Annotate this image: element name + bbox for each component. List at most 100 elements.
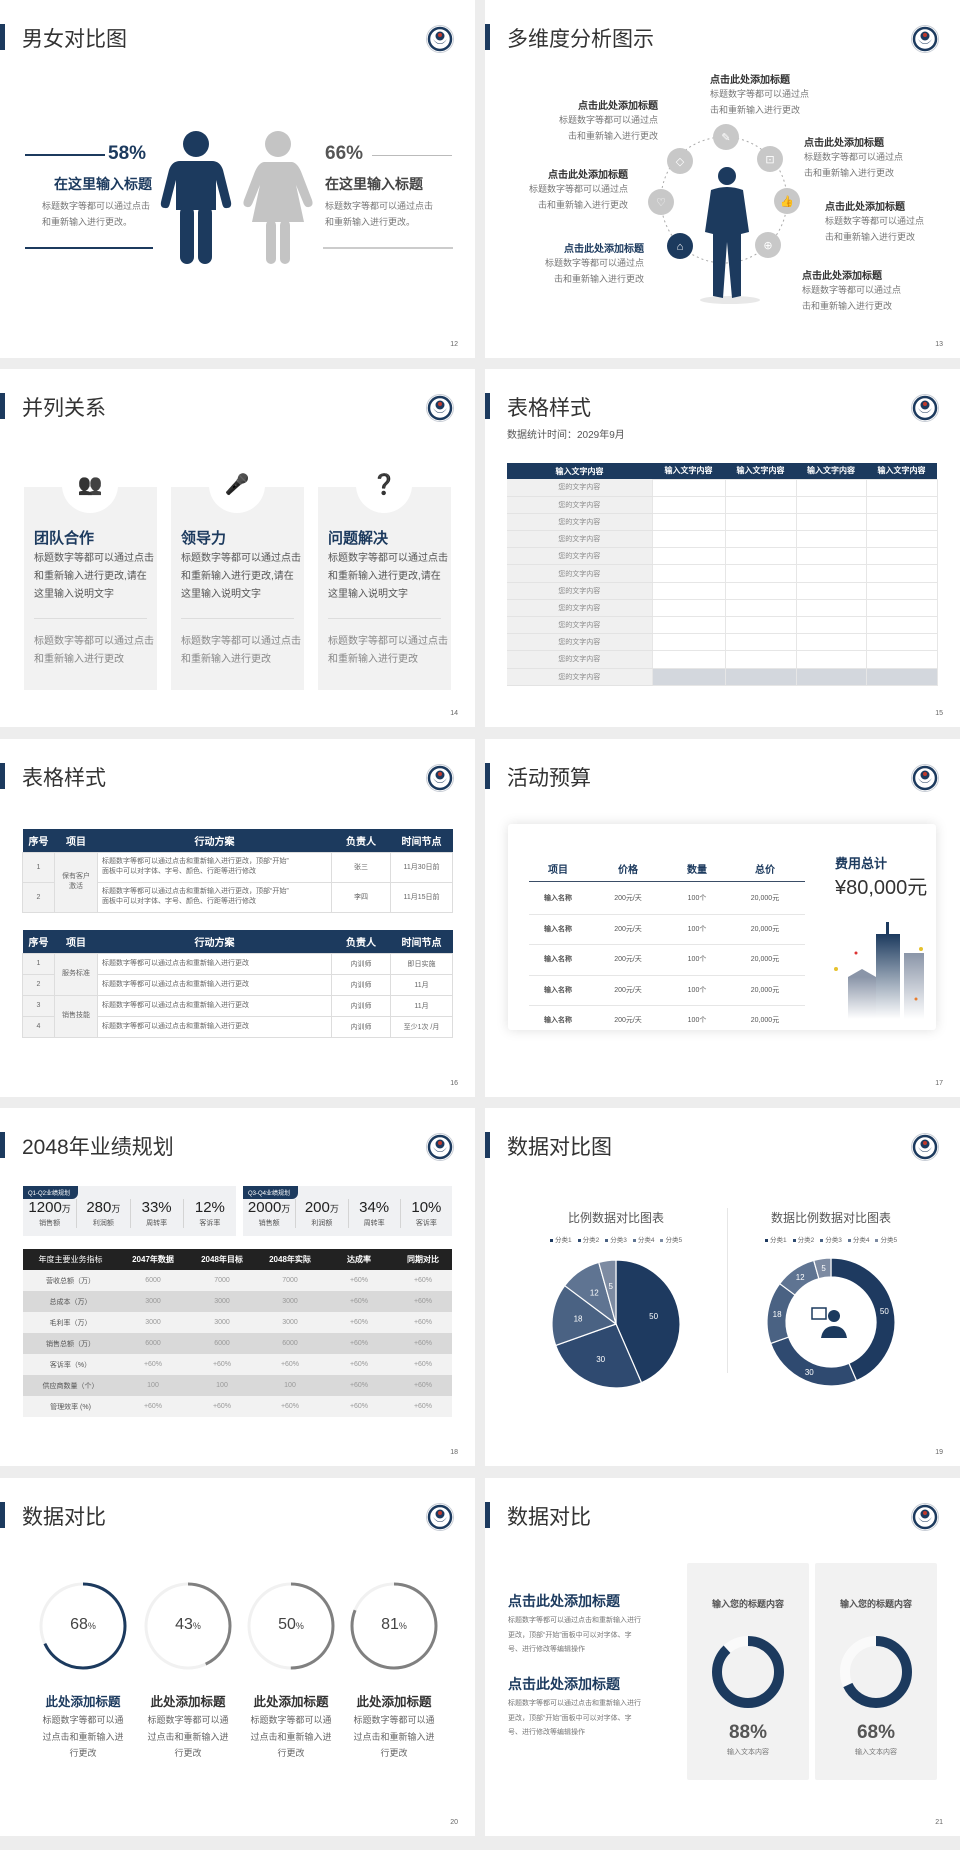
table-cell[interactable] xyxy=(651,530,726,549)
table-cell: 100个 xyxy=(687,986,707,994)
item-description: 标题数字等都可以通过点 xyxy=(558,115,658,125)
table-cell[interactable] xyxy=(724,478,797,497)
ring-description: 行更改 xyxy=(277,1748,305,1758)
table-row: 总成本（万） 3000 3000 3000 +60% +60% xyxy=(23,1291,452,1312)
table-cell[interactable] xyxy=(651,598,726,618)
table-cell[interactable] xyxy=(651,581,726,600)
slide-15[interactable]: 表格样式 15 数据统计时间：2029年9月 输入文字内容 输入文字内容 输入文字内容 输入… xyxy=(485,369,960,727)
period-tag: Q3-Q4业绩规划 xyxy=(243,1186,299,1199)
table-cell[interactable] xyxy=(865,650,938,669)
table-cell[interactable] xyxy=(724,512,797,532)
table-cell[interactable] xyxy=(865,581,938,600)
legend-swatch xyxy=(792,1238,796,1242)
kpi-unit: 万 xyxy=(329,1204,339,1214)
table-cell[interactable] xyxy=(795,478,867,497)
legend-label: 分类3 xyxy=(610,1237,627,1244)
card-title: 输入您的标题内容 xyxy=(839,1599,912,1609)
table-cell[interactable] xyxy=(865,667,938,686)
table-cell[interactable] xyxy=(795,530,867,549)
column-header: 时间节点 xyxy=(401,836,442,848)
table-cell[interactable] xyxy=(795,564,867,583)
kpi-label: 销售额 xyxy=(258,1220,280,1227)
table-cell[interactable] xyxy=(795,581,867,600)
table-cell[interactable] xyxy=(795,547,867,566)
column-header: 同期对比 xyxy=(407,1255,439,1264)
table-cell[interactable] xyxy=(651,547,726,566)
table-cell[interactable] xyxy=(795,615,867,635)
metric-name: 销售总额（万） xyxy=(46,1340,95,1348)
row-label: 您的文字内容 xyxy=(507,496,652,514)
slide-12[interactable]: 男女对比图 12 58% 在这里输入标题 标题数字等都可以通过点击 和重新输入进行更改。 6… xyxy=(0,0,475,358)
period-tag: Q1-Q2业绩规划 xyxy=(23,1186,79,1199)
table-cell[interactable] xyxy=(651,667,726,686)
progress-ring xyxy=(350,1582,438,1670)
table-cell[interactable] xyxy=(724,581,797,600)
table-cell[interactable] xyxy=(724,667,797,686)
svg-text:👍: 👍 xyxy=(780,195,794,208)
legend-label: 分类1 xyxy=(769,1237,787,1244)
table-cell: 6000 xyxy=(214,1340,230,1347)
table-cell: +60% xyxy=(349,1382,369,1389)
table-cell[interactable] xyxy=(795,667,867,686)
logo-emblem xyxy=(910,1132,940,1162)
table-cell[interactable] xyxy=(865,547,938,566)
table-cell[interactable] xyxy=(724,615,797,635)
item-heading: 点击此处添加标题 xyxy=(802,271,882,282)
table-cell[interactable] xyxy=(651,650,726,669)
column-header: 2048年目标 xyxy=(201,1255,243,1264)
table-cell[interactable] xyxy=(651,495,726,514)
table-cell[interactable] xyxy=(795,650,867,669)
table-cell[interactable] xyxy=(795,633,867,652)
slide-title: 表格样式 xyxy=(507,397,591,420)
table-cell[interactable] xyxy=(865,495,938,514)
table-cell[interactable] xyxy=(865,598,938,618)
slide-14[interactable]: 并列关系 14 团队合作 标题数字等都可以通过点击 和重新输入进行更改,请在 这里输入说明… xyxy=(0,369,475,727)
slide-18[interactable]: 2048年业绩规划 18 Q1-Q2业绩规划 1200万 销售额 280万 利润额 33% 周转… xyxy=(0,1108,475,1466)
table-cell[interactable] xyxy=(865,615,938,635)
table-cell[interactable] xyxy=(724,547,797,566)
table-cell[interactable] xyxy=(724,598,797,618)
kpi-number: 280 xyxy=(86,1199,112,1216)
slide-17[interactable]: 活动预算 17 项目 价格 数量 总价 输入名称 200元/天 100个 20,000元 输入名称 2… xyxy=(485,739,960,1097)
globe-icon: ⊕ xyxy=(755,232,781,258)
ring-unit: % xyxy=(192,1621,201,1631)
table-cell[interactable] xyxy=(651,615,726,635)
card-subtext: 和重新输入进行更改 xyxy=(181,654,271,665)
table-cell[interactable] xyxy=(724,530,797,549)
item-description: 标题数字等都可以通过点 xyxy=(544,258,644,268)
table-cell[interactable] xyxy=(865,478,938,497)
table-cell: +60% xyxy=(349,1319,369,1326)
card-text: 这里输入说明文字 xyxy=(34,589,114,600)
table-cell[interactable] xyxy=(795,598,867,618)
table-cell[interactable] xyxy=(724,495,797,514)
table-cell[interactable] xyxy=(795,495,867,514)
table-cell[interactable] xyxy=(724,564,797,583)
ring-unit: % xyxy=(87,1621,96,1631)
table-cell[interactable] xyxy=(651,633,726,652)
female-description: 和重新输入进行更改。 xyxy=(325,217,416,227)
table-cell[interactable] xyxy=(651,512,726,532)
question-person-icon: ❓ xyxy=(356,457,412,513)
table-cell[interactable] xyxy=(865,530,938,549)
table-cell[interactable] xyxy=(651,564,726,583)
table-cell[interactable] xyxy=(865,564,938,583)
table-cell[interactable] xyxy=(865,512,938,532)
feature-card: 问题解决 标题数字等都可以通过点击 和重新输入进行更改,请在 这里输入说明文字 标题数字… xyxy=(318,487,451,690)
slide-20[interactable]: 数据对比 20 68% 此处添加标题 标题数字等都可以通 过点击和重新输入进 行更改 43% 此… xyxy=(0,1478,475,1836)
plan-text: 标题数字等都可以通过点击和重新输入进行更改 xyxy=(102,1022,249,1030)
table-cell: +60% xyxy=(413,1361,433,1368)
slide-21[interactable]: 数据对比 21 点击此处添加标题 标题数字等都可以通过点击和重新输入进行 更改，顶部“开… xyxy=(485,1478,960,1836)
table-cell[interactable] xyxy=(865,633,938,652)
legend-item: 分类5 xyxy=(875,1237,897,1244)
slide-16[interactable]: 表格样式 16 序号 项目 行动方案 负责人 时间节点 1 保有客户激活 标题数字等都可以通过点击… xyxy=(0,739,475,1097)
table-cell[interactable] xyxy=(795,512,867,532)
table-cell[interactable] xyxy=(724,633,797,652)
kpi-value: 10% xyxy=(401,1199,452,1218)
analysis-diagram: ✎ ⊡ 👍 ⊕ ⌂ ♡ ◇ xyxy=(648,124,800,304)
logo-emblem xyxy=(910,393,940,423)
table-cell[interactable] xyxy=(651,478,726,497)
page-number: 14 xyxy=(450,710,458,717)
slide-13[interactable]: 多维度分析图示 13 ✎ ⊡ 👍 ⊕ ⌂ ♡ ◇ 点击此处添加标题 标题数字等都可以通过点 击和重新输… xyxy=(485,0,960,358)
table-cell[interactable] xyxy=(724,650,797,669)
slide-19[interactable]: 数据对比图 19 比例数据对比图表 分类1 分类2 分类3 分类4 分类5 50 30 18 12 5 数… xyxy=(485,1108,960,1466)
